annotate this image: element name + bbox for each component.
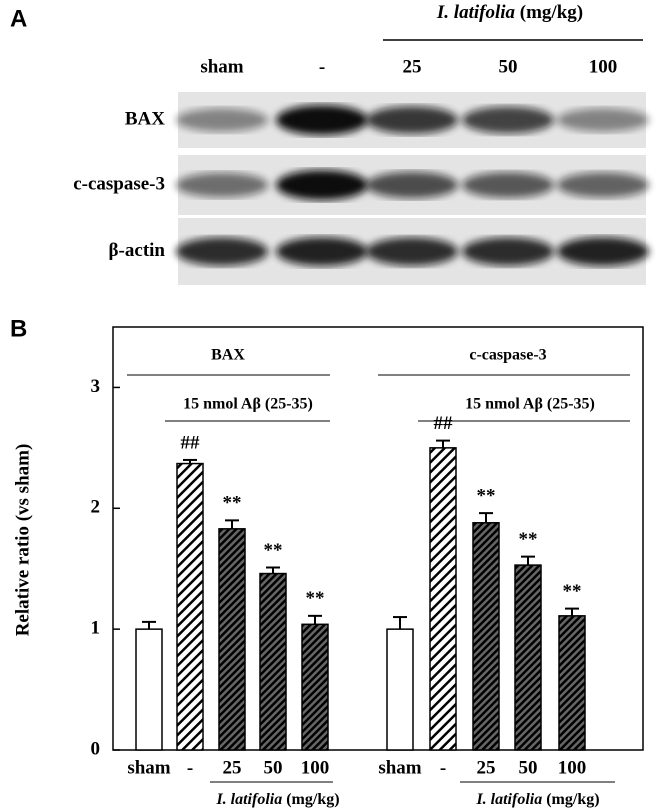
treatment: I. latifolia	[436, 2, 516, 23]
lane-label: sham	[200, 56, 243, 77]
lane-label: 50	[499, 56, 518, 77]
bar	[259, 572, 287, 751]
treatment: I. latifolia	[215, 791, 282, 808]
significance: **	[477, 485, 496, 506]
band	[557, 237, 649, 266]
panel-label: A	[10, 5, 27, 32]
x-tick-label: -	[187, 757, 193, 778]
significance: ##	[181, 432, 201, 453]
bar	[386, 628, 414, 751]
band	[176, 237, 268, 266]
chart: 0 1 2 3 BAX 15 nmol Aβ (25-35) sham ## - ** 25 ** 50…	[91, 347, 630, 808]
significance: **	[563, 581, 582, 602]
row-label: c-caspase-3	[73, 173, 165, 194]
band	[276, 237, 368, 266]
unit: (mg/kg)	[520, 2, 583, 23]
significance: **	[223, 493, 242, 514]
group-label: c-caspase-3	[469, 347, 546, 364]
bar	[218, 528, 246, 751]
lane-label: -	[319, 56, 325, 77]
band	[462, 172, 554, 198]
band	[276, 170, 368, 200]
x-tick-label: 100	[301, 757, 330, 778]
x-tick-label: -	[440, 757, 446, 778]
y-tick-label: 1	[91, 618, 101, 639]
row-label: β-actin	[109, 240, 166, 261]
x-tick-label: 50	[519, 757, 538, 778]
x-tick-label: 50	[264, 757, 283, 778]
bar	[558, 615, 586, 751]
band	[557, 172, 649, 198]
band	[366, 106, 458, 134]
significance: **	[264, 540, 283, 561]
band	[462, 106, 554, 134]
row-label: BAX	[125, 108, 165, 129]
treatment-label: 15 nmol Aβ (25-35)	[465, 396, 595, 413]
significance: **	[306, 588, 325, 609]
bar	[429, 447, 457, 751]
band	[366, 237, 458, 266]
band	[176, 172, 268, 198]
treatment-label: 15 nmol Aβ (25-35)	[183, 396, 313, 413]
x-tick-label: 25	[223, 757, 242, 778]
plot-frame	[112, 326, 644, 751]
x-axis-label: I. latifolia (mg/kg)	[215, 791, 339, 808]
y-axis-label: Relative ratio (vs sham)	[12, 444, 33, 637]
unit: (mg/kg)	[546, 791, 599, 808]
treatment: I. latifolia	[475, 791, 542, 808]
significance: ##	[434, 413, 454, 434]
y-tick-label: 2	[91, 497, 101, 518]
band	[557, 108, 649, 132]
band	[276, 105, 368, 135]
x-tick-label: sham	[378, 757, 421, 778]
x-tick-label: 100	[558, 757, 587, 778]
y-tick-label: 3	[91, 376, 101, 397]
panel-label: B	[10, 315, 27, 342]
y-tick-label: 0	[91, 738, 101, 759]
bar	[301, 623, 329, 751]
western-blot: BAX c-caspase-3 β-actin sham - 25 50 100	[73, 56, 649, 285]
group-label: BAX	[211, 347, 245, 364]
x-tick-label: 25	[477, 757, 496, 778]
lane-label: 25	[403, 56, 422, 77]
x-axis-label: I. latifolia (mg/kg)	[475, 791, 599, 808]
band	[366, 171, 458, 199]
bar	[135, 628, 163, 751]
significance: **	[519, 529, 538, 550]
unit: (mg/kg)	[286, 791, 339, 808]
band	[176, 108, 268, 132]
bar	[472, 522, 500, 751]
x-tick-label: sham	[127, 757, 170, 778]
bar	[176, 462, 204, 751]
lane-label: 100	[589, 56, 618, 77]
treatment-label: I. latifolia (mg/kg)	[436, 2, 583, 23]
band	[462, 237, 554, 266]
bar	[514, 564, 542, 751]
